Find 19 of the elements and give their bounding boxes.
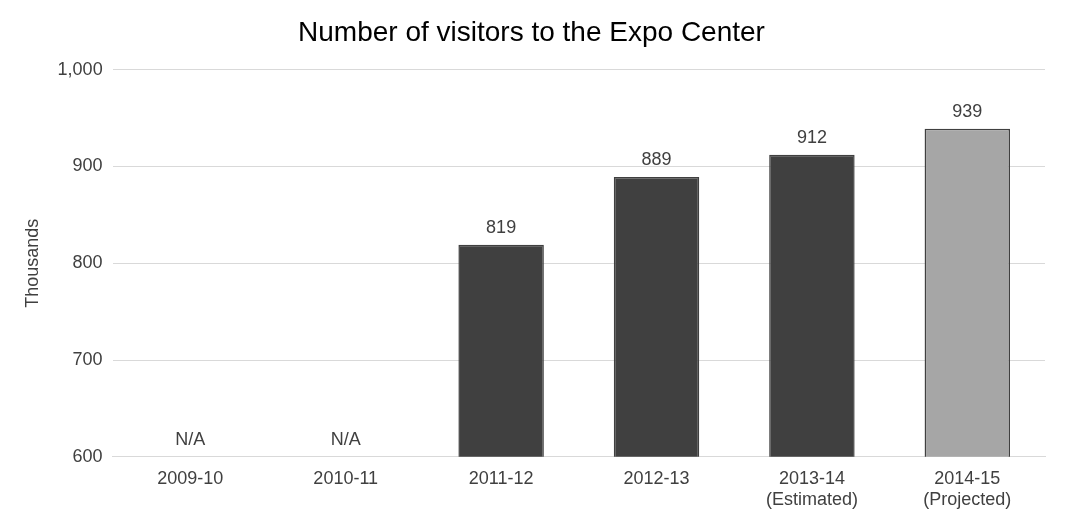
text: N/A: [175, 428, 206, 449]
y-tick-label: 700: [72, 348, 103, 369]
chart-title: Number of visitors to the Expo Center: [298, 15, 765, 47]
y-tick-label: 800: [72, 252, 103, 273]
x-tick-label: 2014-15 (Projected): [923, 467, 1012, 510]
data-label: 912: [796, 126, 827, 147]
y-tick-label: 600: [72, 445, 103, 466]
data-label: 819: [486, 216, 517, 237]
data-label: 889: [641, 149, 672, 170]
x-tick-label: 2013-14 (Estimated): [765, 467, 858, 510]
data-label: 939: [952, 100, 983, 121]
y-tick-label: 1,000: [57, 58, 103, 79]
x-tick-label: 2010-11: [313, 467, 379, 488]
x-tick-label: 2012-13: [623, 467, 690, 488]
x-tick-label: 2011-12: [468, 467, 534, 488]
y-axis-title: Thousands: [21, 218, 42, 308]
x-tick-label: 2009-10: [157, 467, 224, 488]
text: N/A: [330, 428, 361, 449]
y-tick-label: 900: [72, 155, 103, 176]
